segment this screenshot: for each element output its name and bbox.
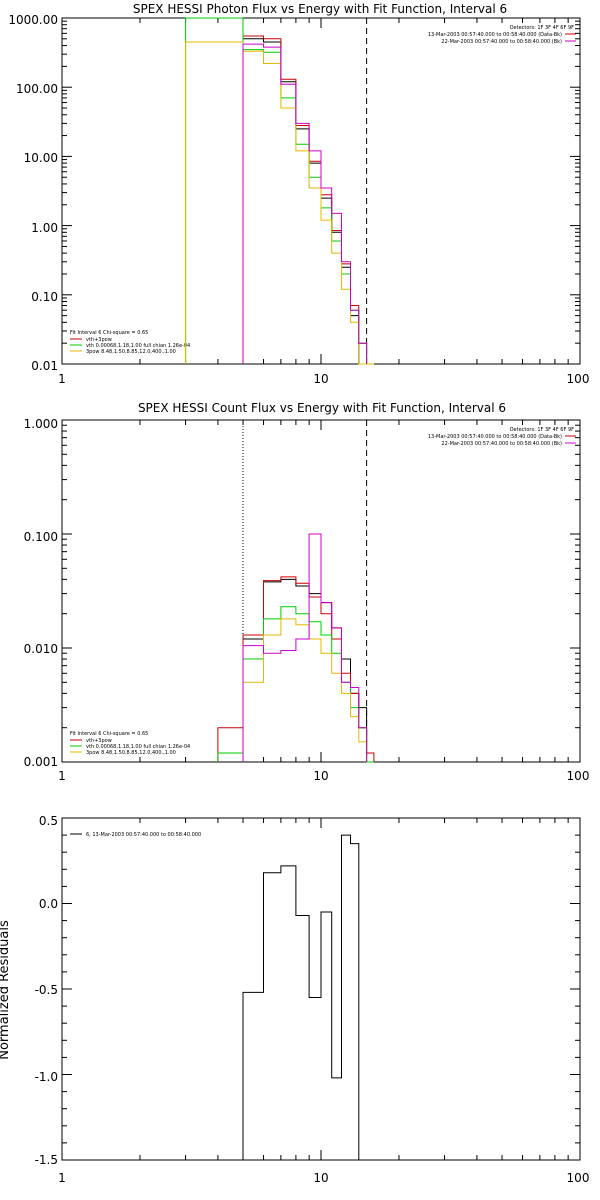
photon-time-data: 13-Mar-2003 00:57:40.000 to 00:58:40.000… — [428, 32, 562, 38]
photon-legend-label-thermal: vth 0.00068,1.18,1.00 full chian 1.26e-0… — [86, 343, 190, 349]
photon-x-tick-label: 100 — [567, 372, 590, 386]
photon-legend-label-total: vth+3pow — [86, 337, 112, 343]
resid-y-tick-label: -1.5 — [35, 1153, 58, 1167]
count-legend-label-power: 3pow 8.48,1.50,8.85,12.0,400.,1.00 — [86, 750, 176, 756]
resid-y-tick-label: 0.0 — [39, 897, 58, 911]
count-marks-group — [61, 419, 580, 763]
count-fit-info: Fit Interval 6 Chi-square = 0.65 — [70, 731, 148, 737]
resid-y-axis-label: Normalized Residuals — [0, 920, 12, 1060]
resid-marks-group — [61, 817, 580, 1161]
count-y-tick-label: 0.010 — [24, 642, 58, 656]
photon-detectors-label: Detectors: 1F 3F 4F 6F 9F — [510, 25, 574, 31]
photon-y-tick-label: 0.10 — [31, 290, 58, 304]
count-series-4-step-line — [242, 533, 368, 762]
count-time-bk: 22-Mar-2003 00:57:40.000 to 00:58:40.000… — [441, 441, 562, 447]
count-flux-panel: SPEX HESSI Count Flux vs Energy with Fit… — [24, 401, 590, 783]
resid-y-tick-label: -1.0 — [35, 1070, 58, 1084]
count-detectors-label: Detectors: 1F 3F 4F 6F 9F — [510, 427, 574, 433]
photon-y-tick-label: 1.00 — [31, 221, 58, 235]
photon-flux-panel: SPEX HESSI Photon Flux vs Energy with Fi… — [8, 2, 589, 386]
photon-fit-info: Fit Interval 6 Chi-square = 0.65 — [70, 330, 148, 336]
resid-y-tick-label: 0.5 — [39, 814, 58, 828]
photon-y-tick-label: 100.00 — [16, 82, 58, 96]
photon-time-bk: 22-Mar-2003 00:57:40.000 to 00:58:40.000… — [441, 39, 562, 45]
chart-marks — [61, 17, 580, 1161]
photon-series-4-step-line — [242, 43, 368, 364]
count-x-tick-label: 10 — [313, 769, 328, 783]
photon-series-3-step-line — [185, 41, 374, 365]
photon-marks-group — [61, 17, 580, 365]
resid-x-tick-label: 1 — [58, 1171, 66, 1185]
photon-y-tick-label: 10.00 — [24, 151, 58, 165]
photon-x-tick-label: 1 — [58, 372, 66, 386]
photon-x-tick-label: 10 — [313, 372, 328, 386]
photon-legend-label-power: 3pow 8.48,1.50,8.85,12.0,400.,1.00 — [86, 349, 176, 355]
photon-title: SPEX HESSI Photon Flux vs Energy with Fi… — [133, 2, 507, 16]
resid-x-tick-label: 100 — [567, 1171, 590, 1185]
resid-x-tick-label: 10 — [313, 1171, 328, 1185]
count-legend-label-total: vth+3pow — [86, 738, 112, 744]
count-series-3-step-line — [242, 618, 368, 762]
count-title: SPEX HESSI Count Flux vs Energy with Fit… — [138, 401, 506, 415]
resid-series-0-step-line — [242, 834, 367, 1161]
photon-y-tick-label: 0.01 — [31, 359, 58, 373]
count-y-tick-label: 0.001 — [24, 755, 58, 769]
count-x-tick-label: 1 — [58, 769, 66, 783]
count-x-tick-label: 100 — [567, 769, 590, 783]
count-y-tick-label: 1.000 — [24, 417, 58, 431]
count-legend-label-thermal: vth 0.00068,1.18,1.00 full chian 1.26e-0… — [86, 744, 190, 750]
resid-legend-label: 6, 13-Mar-2003 00:57:40.000 to 00:58:40.… — [86, 832, 201, 838]
photon-y-tick-label: 1000.00 — [8, 13, 58, 27]
resid-y-tick-label: -0.5 — [35, 983, 58, 997]
count-time-data: 13-Mar-2003 00:57:40.000 to 00:58:40.000… — [428, 434, 562, 440]
count-y-tick-label: 0.100 — [24, 530, 58, 544]
